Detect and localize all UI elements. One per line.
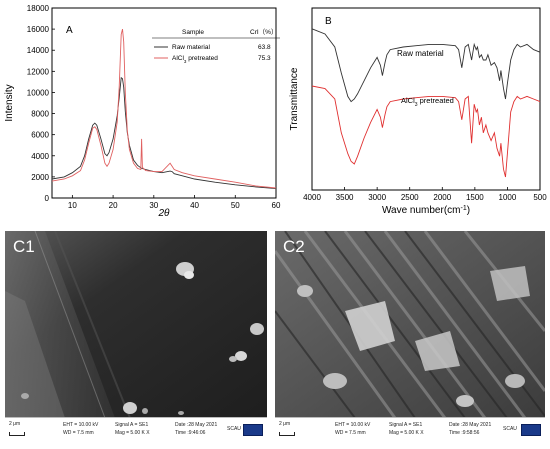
xrd-y-tick-label: 0 (45, 194, 50, 203)
xrd-y-tick-label: 14000 (27, 46, 50, 55)
ftir-x-axis-label: Wave number(cm-1) (382, 205, 470, 217)
sem-c2-scale: 2 μm (279, 421, 291, 427)
ftir-x-tick-label: 1000 (499, 193, 517, 202)
xrd-x-tick-label: 60 (272, 201, 281, 210)
xrd-series-raw-line (51, 76, 277, 189)
xrd-legend-label-alcl3-sub: 3 (184, 59, 187, 64)
xrd-y-tick-label: 16000 (27, 25, 50, 34)
xrd-legend-cri-alcl3: 75.3 (258, 55, 271, 62)
ftir-series-raw-line (311, 28, 541, 103)
ftir-x-tick-label: 3500 (336, 193, 354, 202)
ftir-panel-label: B (325, 16, 332, 27)
xrd-panel-label: A (66, 25, 73, 36)
xrd-y-tick-label: 2000 (31, 173, 49, 182)
sem-image-c2: C2 2 μm EHT = 10.00 kV WD = 7.5 mm Signa… (275, 231, 545, 444)
ftir-x-tick-label: 3000 (368, 193, 386, 202)
sem-c1-scalebar-icon (9, 432, 25, 436)
sem-image-c1: C1 2 μm EHT = 10.00 kV WD = 7.5 mm Signa… (5, 231, 267, 444)
xrd-x-axis-label: 2θ (158, 208, 171, 219)
sem-c1-mag: Mag = 5.00 K X (115, 430, 150, 436)
xrd-x-tick-label: 20 (109, 201, 118, 210)
xrd-y-axis-label: Intensity (4, 84, 15, 121)
ftir-x-tick-label: 500 (533, 193, 547, 202)
xrd-y-tick-label: 18000 (27, 4, 50, 13)
xrd-y-tick-label: 4000 (31, 152, 49, 161)
sem-c2-wd: WD = 7.5 mm (335, 430, 366, 436)
sem-c1-texture (5, 231, 267, 418)
xrd-series-alcl3-line (51, 28, 277, 189)
xrd-chart: 10 20 30 40 50 60 0 2000 4000 6000 8000 10000 12000 1… (4, 4, 281, 219)
sem-c1-wd: WD = 7.5 mm (63, 430, 94, 436)
ftir-x-tick-label: 2000 (433, 193, 451, 202)
ftir-x-axis-label-sup: -1 (460, 205, 466, 212)
sem-c2-signal: Signal A = SE1 (389, 422, 423, 428)
xrd-plot-frame (51, 7, 277, 199)
ftir-x-tick-label: 1500 (466, 193, 484, 202)
sem-c2-texture (275, 231, 545, 418)
sem-c2-eht: EHT = 10.00 kV (335, 422, 371, 428)
xrd-legend-label-alcl3-rest: pretreated (186, 55, 218, 62)
sem-c1-info-bar: 2 μm EHT = 10.00 kV WD = 7.5 mm Signal A… (5, 417, 267, 444)
xrd-x-tick-label: 40 (190, 201, 199, 210)
sem-c2-org: SCAU (503, 426, 517, 432)
sem-c2-time: Time :9:58:56 (449, 430, 480, 436)
sem-c1-label: C1 (13, 237, 35, 256)
sem-c2-scalebar-icon (279, 432, 295, 436)
ftir-chart: 4000 3500 3000 2500 2000 1500 1000 500 Raw mater… (289, 7, 547, 217)
ftir-x-axis-label-end: ) (467, 205, 470, 216)
xrd-y-tick-label: 8000 (31, 110, 49, 119)
sem-c1-eht: EHT = 10.00 kV (63, 422, 99, 428)
sem-c1-org: SCAU (227, 426, 241, 432)
xrd-y-tick-label: 6000 (31, 131, 49, 140)
ftir-series-alcl3-line (311, 85, 541, 178)
zeiss-logo-icon (521, 424, 541, 436)
xrd-legend-header-cri-unit: （%） (259, 28, 278, 36)
ftir-x-tick-label: 4000 (303, 193, 321, 202)
sem-c2-label: C2 (283, 237, 305, 256)
sem-c1-date: Date :28 May 2021 (175, 422, 218, 428)
sem-c2-mag: Mag = 5.00 K X (389, 430, 424, 436)
sem-c1-time: Time :9:46:06 (175, 430, 206, 436)
xrd-y-tick-label: 10000 (27, 88, 50, 97)
xrd-x-tick-label: 10 (68, 201, 77, 210)
ftir-x-tick-label: 2500 (401, 193, 419, 202)
xrd-x-tick-label: 50 (231, 201, 240, 210)
xrd-legend-label-raw: Raw material (172, 44, 210, 51)
ftir-series-alcl3-label-sub: 3 (415, 102, 418, 108)
xrd-legend-cri-raw: 63.8 (258, 44, 271, 51)
xrd-legend-header-cri: CrI（%） (250, 28, 277, 36)
xrd-x-tick-label: 30 (149, 201, 158, 210)
ftir-y-axis-label: Transmittance (289, 67, 300, 130)
sem-c1-scale: 2 μm (9, 421, 21, 427)
xrd-legend-label-alcl3: AlCl3 pretreated (172, 55, 218, 64)
xrd-legend-header-sample: Sample (182, 29, 204, 36)
sem-c2-date: Date :28 May 2021 (449, 422, 492, 428)
zeiss-logo-icon (243, 424, 263, 436)
sem-c2-info-bar: 2 μm EHT = 10.00 kV WD = 7.5 mm Signal A… (275, 417, 545, 444)
xrd-y-tick-label: 12000 (27, 67, 50, 76)
sem-c1-signal: Signal A = SE1 (115, 422, 149, 428)
ftir-series-alcl3-label-rest: pretreated (418, 96, 454, 105)
ftir-series-raw-label: Raw material (397, 49, 444, 58)
